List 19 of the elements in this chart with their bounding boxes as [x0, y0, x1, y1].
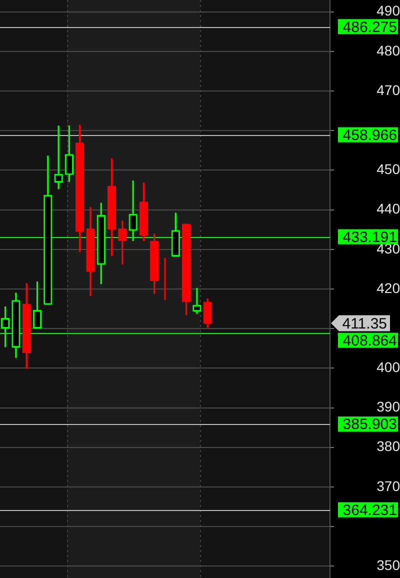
y-tick-label: 370	[376, 478, 400, 494]
y-tick-label: 440	[376, 200, 400, 217]
y-tick-label: 350	[376, 556, 400, 573]
y-tick-label: 450	[376, 161, 400, 178]
y-tick-label: 480	[376, 42, 400, 58]
ref-line-label: 364.231	[342, 502, 397, 519]
ref-line-label: 385.903	[342, 416, 397, 434]
y-tick-label: 420	[376, 280, 400, 296]
y-tick-label: 470	[376, 82, 400, 98]
y-tick-label: 400	[376, 359, 400, 376]
ref-line-label: 458.966	[342, 126, 397, 144]
ref-line-label: 408.864	[342, 332, 397, 350]
candlestick	[54, 126, 63, 190]
y-tick-label: 380	[376, 438, 400, 454]
y-tick-label: 490	[376, 2, 400, 19]
ref-line-label: 486.275	[342, 18, 397, 36]
y-tick-label: 390	[376, 398, 400, 415]
candlestick	[192, 288, 202, 314]
text: 411.35	[342, 315, 387, 332]
